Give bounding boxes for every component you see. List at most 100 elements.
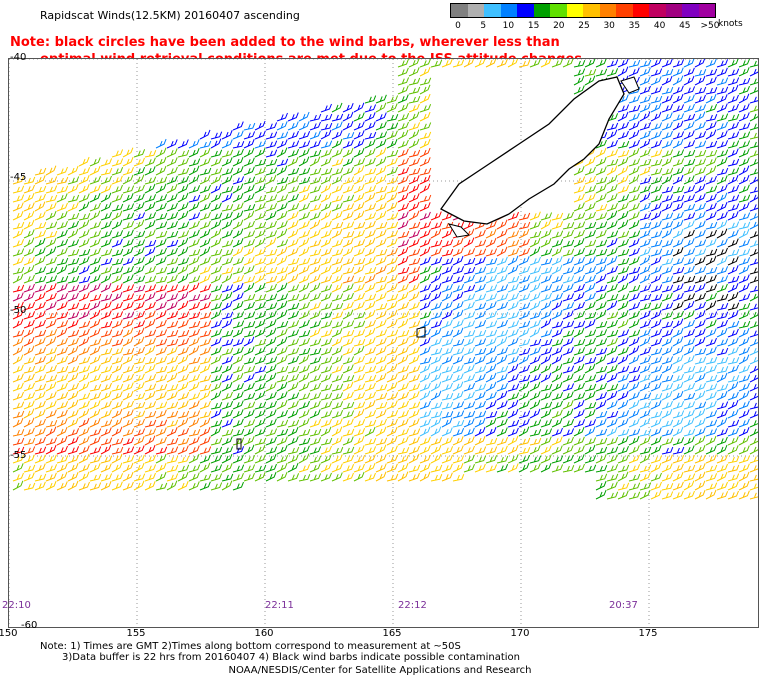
wind-barb xyxy=(331,418,343,428)
wind-barb xyxy=(23,382,35,392)
wind-barb xyxy=(617,446,629,455)
wind-barb xyxy=(309,219,321,230)
wind-barb xyxy=(727,436,739,446)
wind-barb xyxy=(485,228,497,239)
wind-barb xyxy=(617,273,629,284)
wind-barb xyxy=(276,445,288,455)
wind-barb xyxy=(419,131,432,140)
wind-barb xyxy=(694,427,706,437)
wind-barb xyxy=(89,184,101,194)
wind-barb xyxy=(364,157,376,167)
wind-barb xyxy=(617,428,630,437)
wind-barb xyxy=(573,193,585,203)
wind-barb xyxy=(254,247,266,257)
wind-barb xyxy=(353,463,365,473)
wind-barb xyxy=(254,356,267,365)
time-label-1: 22:10 xyxy=(2,600,31,611)
wind-barb xyxy=(738,400,750,410)
wind-barb xyxy=(298,193,310,203)
wind-barb xyxy=(639,159,652,167)
wind-barb xyxy=(177,410,190,419)
wind-barb xyxy=(397,301,409,311)
wind-barb xyxy=(287,121,299,131)
wind-barb xyxy=(606,454,618,464)
wind-barb xyxy=(298,265,310,275)
wind-barb xyxy=(639,284,652,293)
wind-barb xyxy=(430,464,443,473)
wind-barb xyxy=(749,293,758,302)
wind-barb xyxy=(166,338,179,347)
wind-barb xyxy=(661,59,673,68)
wind-barb xyxy=(573,247,585,257)
wind-barb xyxy=(188,238,200,248)
wind-barb xyxy=(419,194,432,203)
wind-barb xyxy=(749,446,758,455)
wind-barb xyxy=(441,365,454,374)
wind-barb xyxy=(265,194,278,203)
wind-barb xyxy=(441,401,454,410)
wind-barb xyxy=(34,193,46,203)
wind-barb xyxy=(738,248,751,257)
wind-barb xyxy=(672,463,684,473)
wind-barb xyxy=(166,148,178,158)
wind-barb xyxy=(518,59,531,68)
wind-barb xyxy=(507,292,519,302)
wind-barb xyxy=(364,356,377,365)
wind-barb xyxy=(45,454,57,464)
wind-barb xyxy=(210,192,222,203)
wind-barb xyxy=(221,130,233,140)
wind-barb xyxy=(122,147,134,158)
wind-barb xyxy=(45,420,58,428)
wind-barb xyxy=(155,374,168,383)
wind-barb xyxy=(243,311,256,320)
wind-barb xyxy=(111,203,124,212)
lat-label-50: -50 xyxy=(10,305,27,316)
wind-barb xyxy=(573,75,585,86)
wind-barb xyxy=(276,346,288,356)
wind-barb xyxy=(650,167,663,176)
wind-barb xyxy=(166,266,179,275)
wind-barb xyxy=(111,356,124,365)
wind-barb xyxy=(232,238,244,248)
wind-barb xyxy=(463,418,475,428)
wind-barb xyxy=(232,130,244,140)
wind-barb xyxy=(485,391,497,401)
wind-barb xyxy=(221,239,234,248)
wind-barb xyxy=(496,427,508,437)
wind-barb xyxy=(716,283,728,293)
wind-barb xyxy=(144,201,156,212)
wind-barb xyxy=(331,175,343,185)
wind-barb xyxy=(397,274,409,284)
wind-barb xyxy=(133,293,146,302)
wind-barb xyxy=(672,490,684,500)
wind-barb xyxy=(727,194,740,203)
wind-barb xyxy=(276,220,288,230)
wind-barb xyxy=(254,175,266,185)
wind-barb xyxy=(683,329,695,338)
wind-barb xyxy=(749,456,758,464)
wind-barb xyxy=(265,167,278,176)
wind-barb xyxy=(100,273,112,284)
wind-barb xyxy=(364,374,377,383)
wind-barb xyxy=(78,372,90,383)
wind-barb xyxy=(661,356,674,365)
wind-barb xyxy=(529,59,541,68)
wind-barb xyxy=(683,436,695,446)
wind-barb xyxy=(386,346,398,356)
wind-barb xyxy=(474,400,486,410)
wind-barb xyxy=(617,165,629,176)
wind-barb xyxy=(584,363,596,374)
wind-barb xyxy=(144,183,156,194)
wind-barb xyxy=(199,192,211,203)
lon-label-155: 155 xyxy=(126,628,146,639)
wind-barb xyxy=(738,471,750,482)
wind-barb xyxy=(628,418,640,428)
wind-barb xyxy=(265,266,278,275)
wind-barb xyxy=(562,211,574,221)
wind-barb xyxy=(276,176,289,185)
wind-barb xyxy=(584,266,597,275)
wind-barb xyxy=(386,373,398,383)
wind-barb xyxy=(639,464,652,473)
wind-barb xyxy=(188,275,201,284)
wind-barb xyxy=(45,230,58,239)
